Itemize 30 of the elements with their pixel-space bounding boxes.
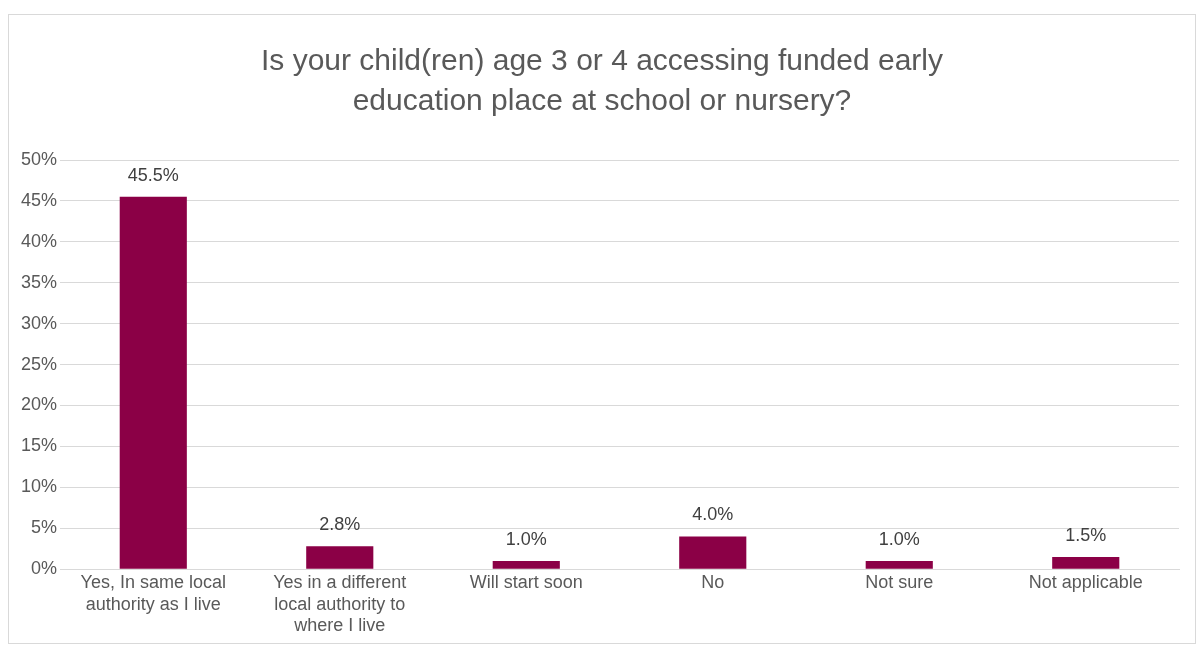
y-tick-label: 50% [21, 148, 58, 169]
bar [306, 546, 374, 569]
x-tick-label: Not applicable [1028, 571, 1143, 592]
y-tick-label: 20% [21, 394, 58, 415]
data-label: 45.5% [127, 164, 179, 185]
y-tick-label: 0% [31, 558, 58, 579]
y-tick-label: 30% [21, 312, 58, 333]
y-tick-label: 25% [21, 353, 58, 374]
x-tick-label: Not sure [865, 571, 934, 592]
y-tick-label: 15% [21, 435, 58, 456]
y-tick-label: 5% [31, 517, 58, 538]
y-tick-label: 35% [21, 271, 58, 292]
data-label: 4.0% [692, 504, 734, 525]
bar [119, 196, 187, 569]
y-tick-label: 10% [21, 476, 58, 497]
x-tick-label: No [701, 571, 725, 592]
data-label: 1.0% [505, 528, 547, 549]
data-label: 1.5% [1065, 524, 1107, 545]
bar [865, 561, 933, 569]
x-tick-label: Yes, In same local authority as I live [80, 571, 226, 614]
bar [679, 536, 747, 569]
y-tick-label: 40% [21, 230, 58, 251]
data-label: 1.0% [878, 528, 920, 549]
y-tick-label: 45% [21, 189, 58, 210]
chart-title: Is your child(ren) age 3 or 4 accessing funded early education place at school or nursery? [260, 42, 944, 118]
x-tick-label: Yes in a different local authority to where I live [273, 571, 407, 636]
data-label: 2.8% [319, 514, 361, 535]
x-tick-label: Will start soon [469, 571, 583, 592]
bar [1052, 556, 1120, 569]
bar [492, 561, 560, 569]
